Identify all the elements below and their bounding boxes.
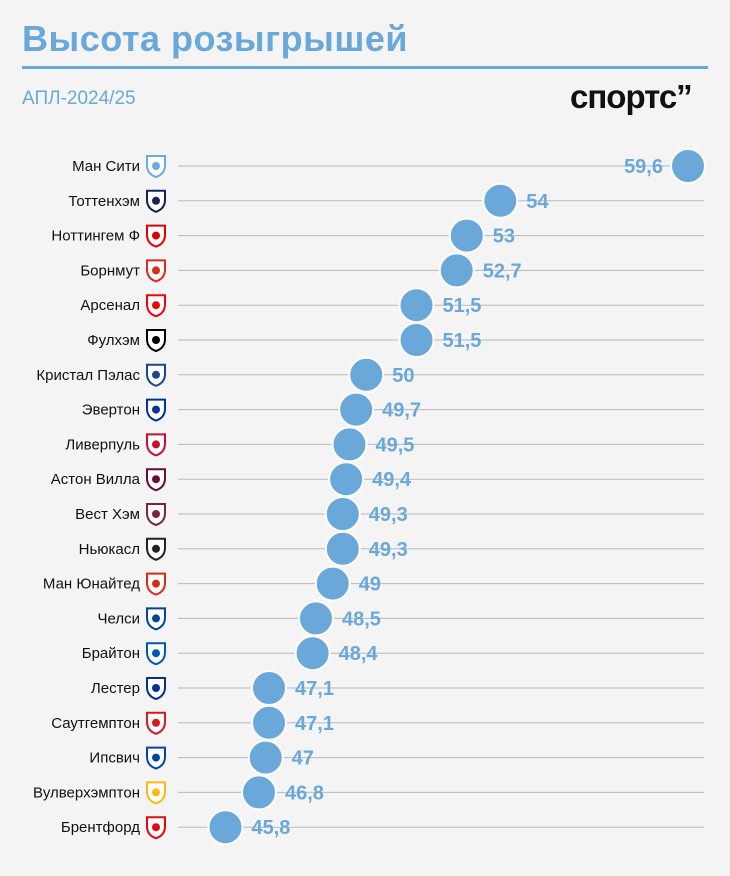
team-label: Вест Хэм bbox=[75, 506, 140, 523]
data-point bbox=[348, 356, 385, 393]
data-point bbox=[251, 670, 288, 706]
club-crest-icon-center bbox=[152, 718, 160, 727]
club-crest-icon-center bbox=[152, 405, 160, 414]
team-label: Ман Юнайтед bbox=[43, 576, 140, 593]
value-label: 51,5 bbox=[443, 330, 482, 352]
data-point bbox=[297, 600, 334, 637]
club-crest-icon-center bbox=[152, 440, 160, 449]
title-divider bbox=[22, 66, 708, 69]
team-label: Ливерпуль bbox=[65, 436, 140, 453]
team-label: Ипсвич bbox=[89, 750, 140, 767]
data-point bbox=[240, 774, 277, 811]
club-crest-icon-center bbox=[152, 823, 160, 832]
team-label: Ман Сити bbox=[72, 158, 140, 175]
club-crest-icon-center bbox=[152, 336, 160, 344]
team-label: Фулхэм bbox=[87, 332, 140, 349]
data-point bbox=[247, 739, 284, 776]
value-label: 47,1 bbox=[295, 713, 334, 735]
team-label: Вулверхэмптон bbox=[33, 784, 140, 801]
data-point bbox=[331, 426, 368, 463]
value-label: 54 bbox=[526, 191, 549, 213]
team-label: Брайтон bbox=[82, 645, 140, 662]
data-point bbox=[324, 496, 361, 532]
club-crest-icon-center bbox=[152, 231, 160, 240]
team-label: Борнмут bbox=[80, 262, 140, 279]
value-label: 46,8 bbox=[285, 782, 324, 804]
data-point bbox=[251, 704, 288, 741]
data-point bbox=[338, 391, 375, 428]
club-crest-icon-center bbox=[152, 684, 160, 692]
chart-subtitle: АПЛ-2024/25 bbox=[22, 88, 136, 109]
data-point bbox=[314, 565, 351, 602]
club-crest-icon-center bbox=[152, 162, 160, 170]
data-point bbox=[670, 148, 706, 184]
value-label: 52,7 bbox=[483, 260, 522, 282]
value-label: 49,4 bbox=[372, 469, 412, 491]
club-crest-icon-center bbox=[152, 614, 160, 623]
value-label: 45,8 bbox=[251, 817, 290, 839]
value-label: 47,1 bbox=[295, 678, 334, 700]
club-crest-icon-center bbox=[152, 579, 160, 588]
value-label: 59,6 bbox=[624, 156, 663, 178]
club-crest-icon-center bbox=[152, 196, 160, 205]
brand-logo: спортс’’ bbox=[570, 78, 692, 115]
data-point bbox=[207, 809, 244, 846]
data-point bbox=[328, 461, 365, 498]
club-crest-icon-center bbox=[152, 370, 160, 379]
club-crest-icon-center bbox=[152, 266, 160, 275]
value-label: 53 bbox=[493, 226, 515, 248]
team-label: Арсенал bbox=[80, 297, 140, 314]
data-point bbox=[448, 217, 485, 254]
data-point bbox=[438, 252, 475, 289]
value-label: 49,3 bbox=[369, 504, 408, 526]
club-crest-icon-center bbox=[152, 753, 160, 762]
club-crest-icon-center bbox=[152, 649, 160, 658]
team-label: Саутгемптон bbox=[51, 715, 140, 732]
data-point bbox=[482, 182, 519, 219]
team-label: Эвертон bbox=[82, 402, 140, 419]
team-label: Брентфорд bbox=[61, 819, 140, 836]
team-label: Ноттингем Ф bbox=[51, 228, 140, 245]
value-label: 50 bbox=[392, 365, 414, 387]
club-crest-icon-center bbox=[152, 544, 160, 553]
team-label: Челси bbox=[98, 610, 140, 627]
data-point bbox=[398, 287, 435, 324]
club-crest-icon-center bbox=[152, 475, 160, 484]
value-label: 47 bbox=[292, 748, 314, 770]
value-label: 48,5 bbox=[342, 608, 381, 630]
value-label: 48,4 bbox=[339, 643, 379, 665]
team-label: Лестер bbox=[91, 680, 140, 697]
team-label: Тоттенхэм bbox=[68, 193, 140, 210]
data-point bbox=[398, 322, 435, 358]
team-label: Кристал Пэлас bbox=[36, 367, 140, 384]
chart-title: Высота розыгрышей bbox=[22, 18, 409, 59]
value-label: 49,5 bbox=[375, 434, 414, 456]
club-crest-icon-center bbox=[152, 788, 160, 797]
value-label: 49 bbox=[359, 574, 381, 596]
data-point bbox=[294, 635, 331, 672]
value-label: 49,3 bbox=[369, 539, 408, 561]
team-label: Астон Вилла bbox=[51, 471, 141, 488]
club-crest-icon-center bbox=[152, 510, 160, 518]
value-label: 49,7 bbox=[382, 400, 421, 422]
data-point bbox=[324, 530, 361, 567]
club-crest-icon-center bbox=[152, 301, 160, 310]
team-label: Ньюкасл bbox=[79, 541, 140, 558]
value-label: 51,5 bbox=[443, 295, 482, 317]
